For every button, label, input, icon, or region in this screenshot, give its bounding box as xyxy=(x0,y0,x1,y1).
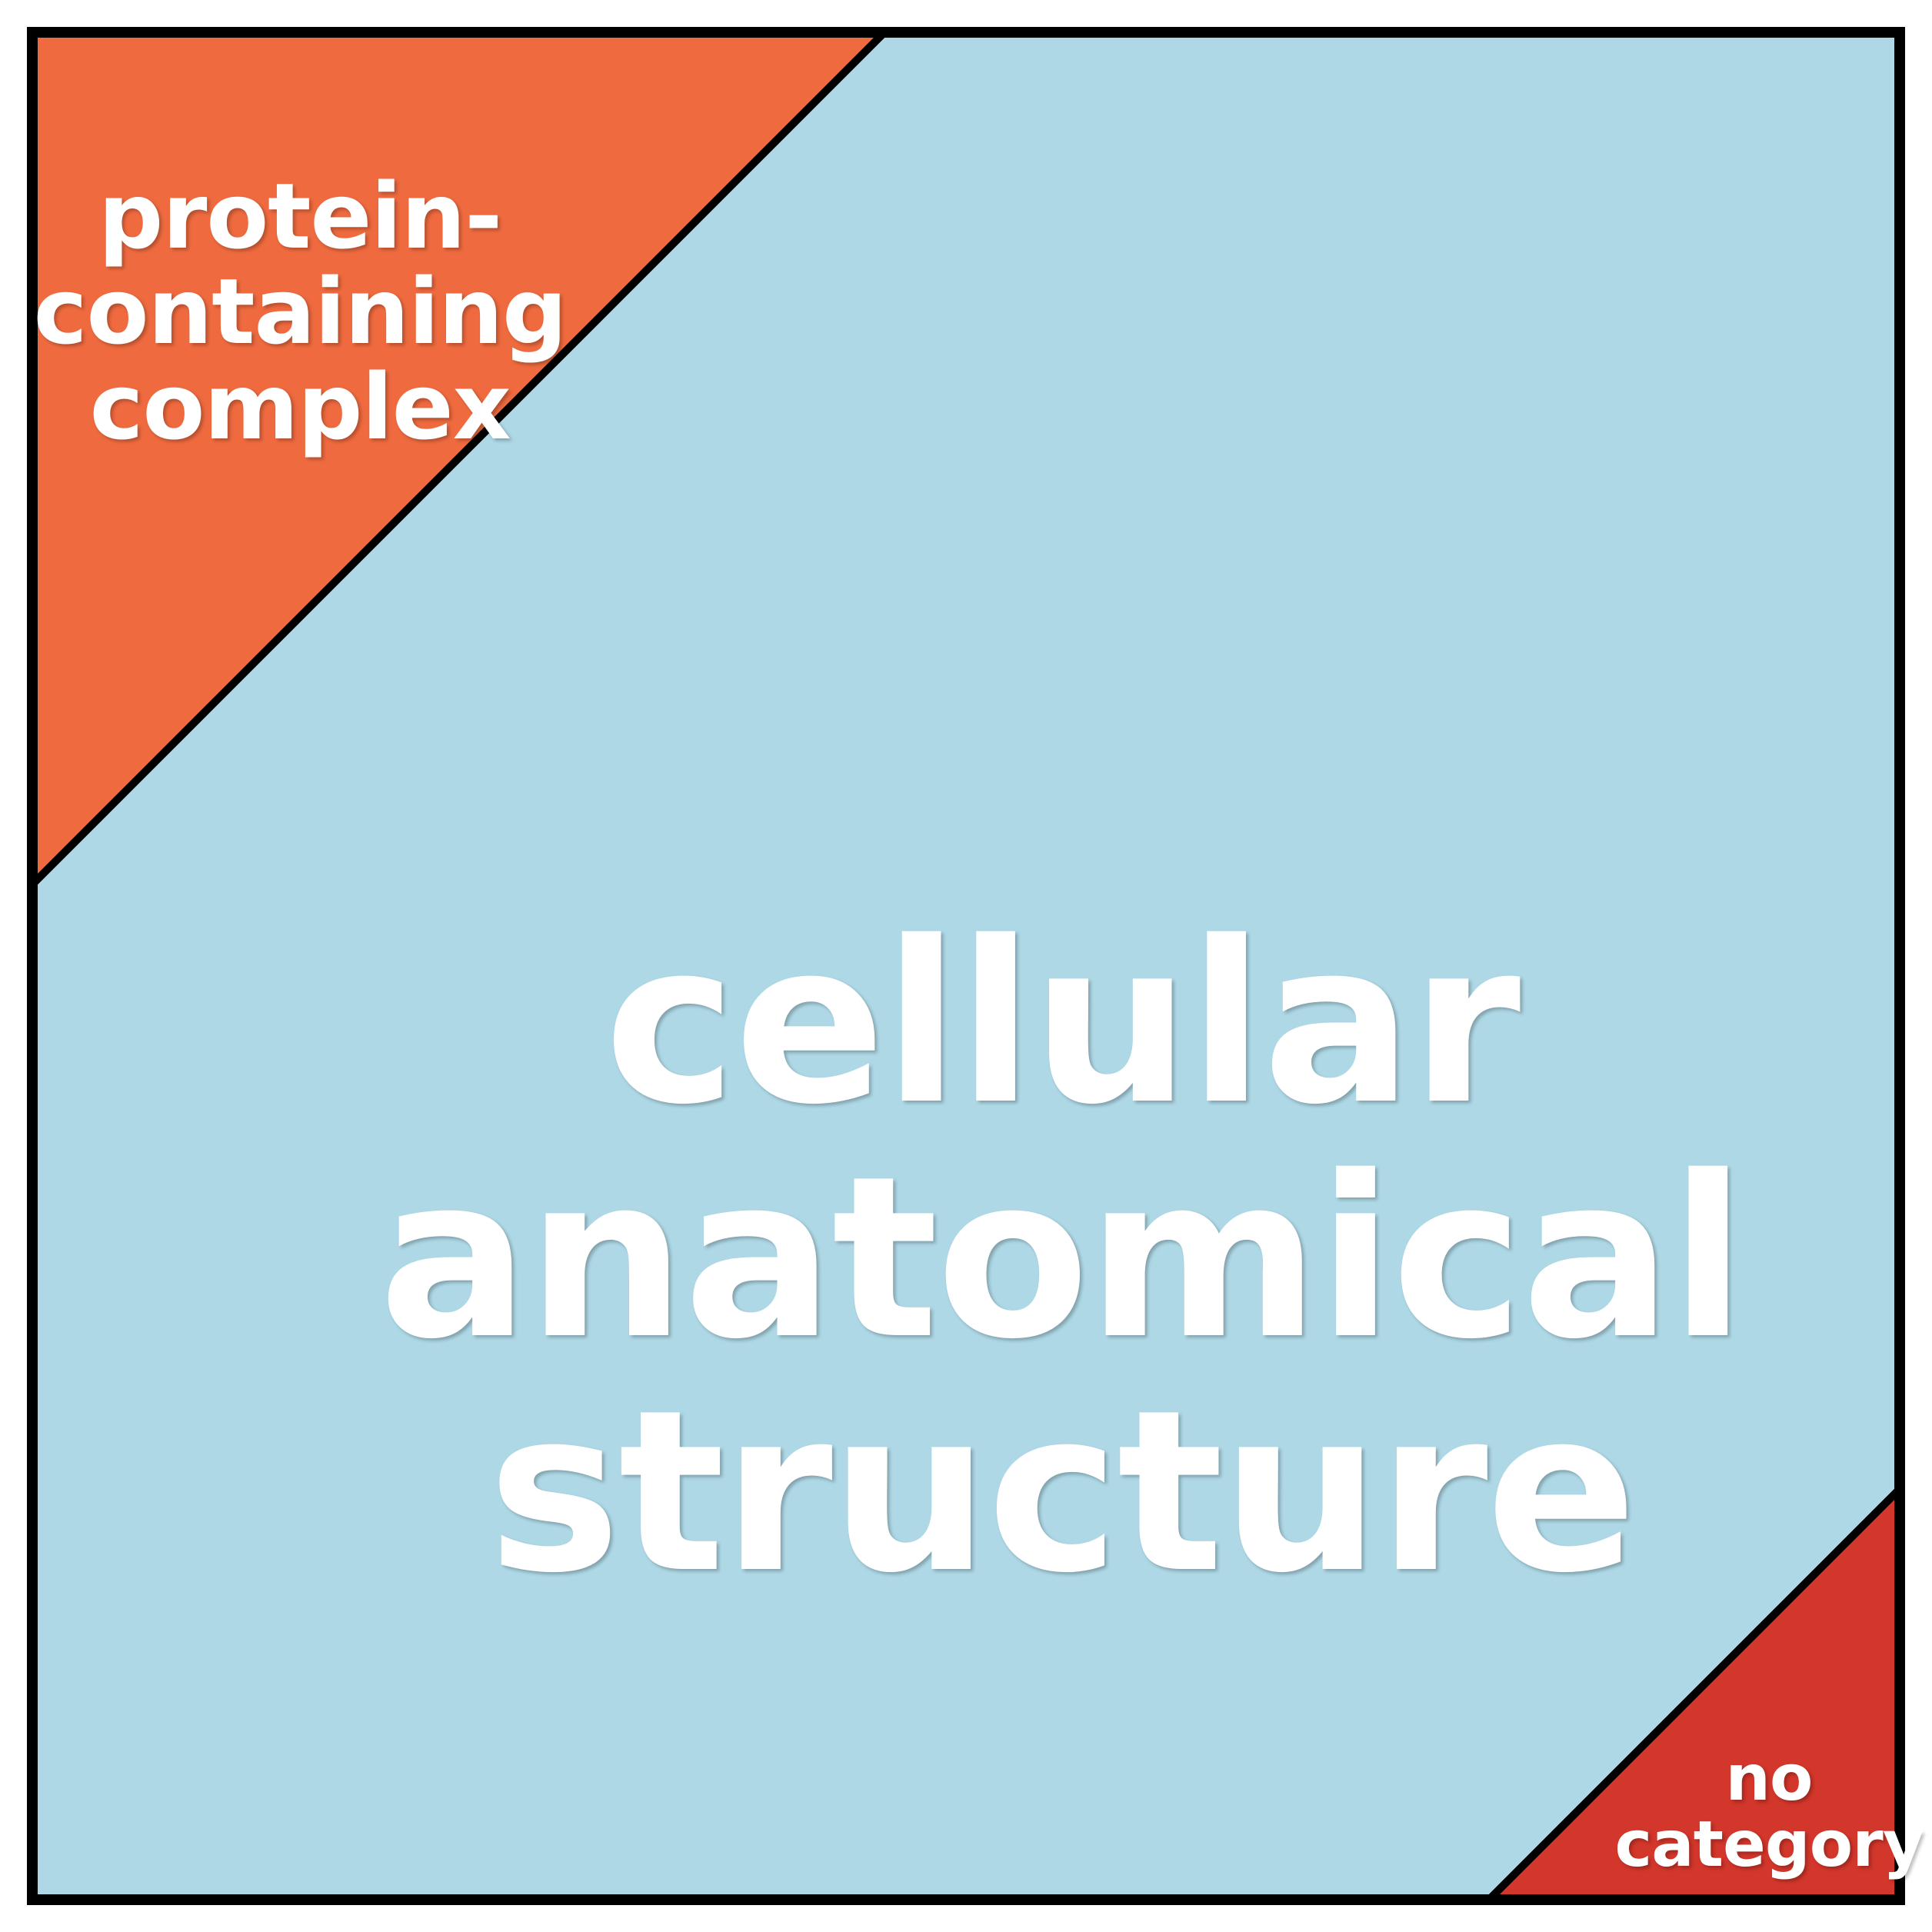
label-top-left: protein- containing complex xyxy=(0,169,1223,455)
diagram-canvas: protein- containing complex cellular ana… xyxy=(0,0,1932,1932)
label-main: cellular anatomical structure xyxy=(138,908,1932,1611)
label-bottom-right: no category xyxy=(846,1746,1932,1878)
